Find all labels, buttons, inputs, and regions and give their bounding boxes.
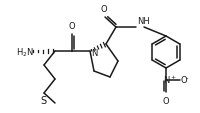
Text: O: O (100, 5, 107, 14)
Text: N: N (162, 76, 168, 85)
Text: O: O (162, 96, 168, 105)
Text: -: - (185, 74, 188, 80)
Text: S: S (40, 95, 46, 105)
Text: +: + (169, 75, 174, 80)
Text: O: O (180, 76, 187, 85)
Text: N: N (91, 48, 97, 57)
Text: O: O (68, 22, 75, 31)
Text: NH: NH (136, 17, 149, 26)
Text: H$_2$N: H$_2$N (16, 46, 34, 59)
